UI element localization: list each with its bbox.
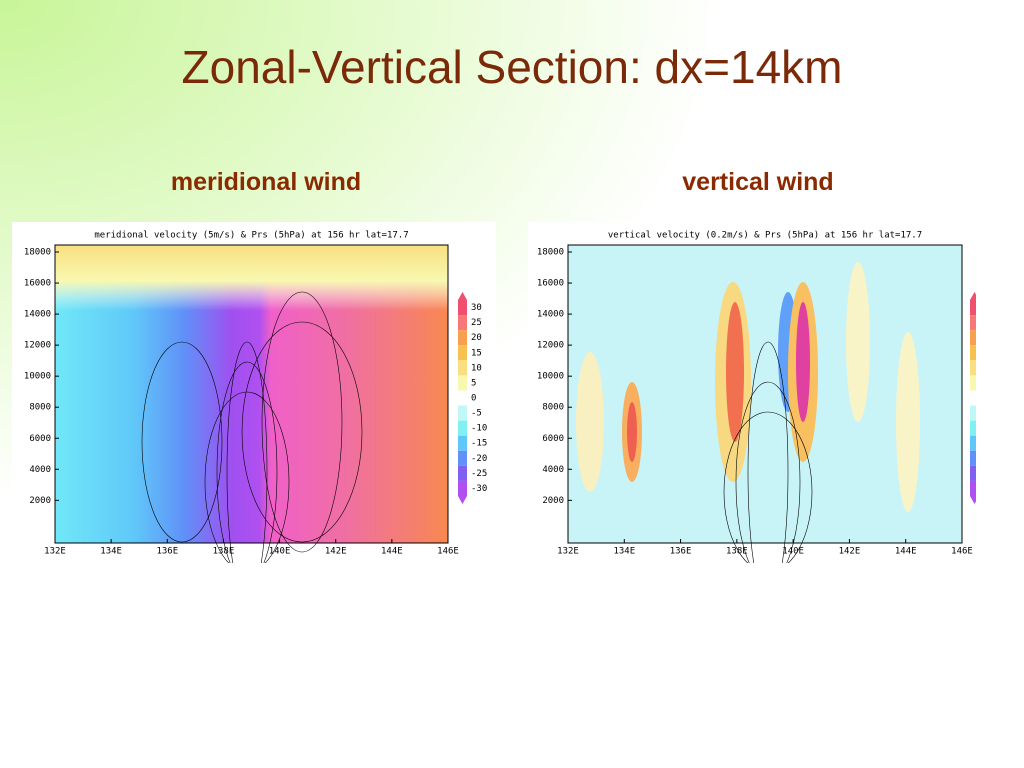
- contour-fill: [576, 262, 920, 512]
- colorbar-label: 15: [471, 348, 482, 358]
- colorbar-label: -15: [471, 439, 487, 449]
- colorbar-swatch: [458, 420, 467, 436]
- y-tick-label: 4000: [542, 465, 564, 475]
- x-tick-label: 146E: [951, 547, 973, 557]
- plot-frame: [54, 244, 449, 544]
- colorbar-label: 10: [471, 363, 482, 373]
- colorbar-swatch: [970, 315, 976, 331]
- colorbar-swatch: [970, 345, 976, 361]
- colorbar-swatch: [970, 405, 976, 421]
- x-tick-label: 138E: [726, 547, 748, 557]
- x-tick-label: 142E: [839, 547, 861, 557]
- y-tick-label: 14000: [24, 310, 51, 320]
- colorbar-label: 20: [471, 333, 482, 343]
- colorbar-swatch: [458, 405, 467, 421]
- colorbar-swatch: [458, 450, 467, 466]
- y-tick-label: 6000: [542, 434, 564, 444]
- y-tick-label: 8000: [542, 403, 564, 413]
- colorbar-swatch: [458, 390, 467, 406]
- colorbar-swatch: [970, 360, 976, 376]
- colorbar-swatch: [458, 300, 467, 316]
- colorbar-tip: [970, 292, 976, 300]
- x-tick-label: 134E: [100, 547, 122, 557]
- x-tick-label: 146E: [437, 547, 459, 557]
- colorbar-swatch: [458, 435, 467, 451]
- colorbar-label: 0: [471, 394, 476, 404]
- colorbar-label: -5: [471, 409, 482, 419]
- colorbar-swatch: [970, 375, 976, 391]
- colorbar-swatch: [970, 480, 976, 496]
- y-tick-label: 2000: [29, 496, 51, 506]
- x-tick-label: 134E: [613, 547, 635, 557]
- colorbar-label: 5: [471, 378, 476, 388]
- y-tick-label: 14000: [537, 310, 564, 320]
- contour-lines: [723, 341, 813, 563]
- contour-fill: [55, 245, 448, 543]
- slide-title: Zonal-Vertical Section: dx=14km: [181, 41, 843, 93]
- colorbar-swatch: [458, 345, 467, 361]
- y-tick-label: 8000: [29, 403, 51, 413]
- colorbar-swatch: [458, 330, 467, 346]
- colorbar-tip: [458, 496, 467, 504]
- panel-heading: vertical wind: [682, 168, 834, 196]
- colorbar-swatch: [458, 315, 467, 331]
- x-tick-label: 138E: [213, 547, 235, 557]
- plot-image: vertical velocity (0.2m/s) & Prs (5hPa) …: [528, 222, 976, 563]
- x-tick-label: 140E: [269, 547, 291, 557]
- colorbar-swatch: [970, 450, 976, 466]
- colorbar-swatch: [970, 465, 976, 481]
- y-tick-label: 18000: [24, 248, 51, 258]
- plot-title: vertical velocity (0.2m/s) & Prs (5hPa) …: [608, 231, 922, 241]
- colorbar-swatch: [970, 435, 976, 451]
- x-tick-label: 132E: [44, 547, 66, 557]
- colorbar-label: 25: [471, 318, 482, 328]
- y-tick-label: 12000: [537, 341, 564, 351]
- colorbar-swatch: [970, 330, 976, 346]
- colorbar-swatch: [970, 300, 976, 316]
- colorbar-swatch: [458, 360, 467, 376]
- x-tick-label: 140E: [782, 547, 804, 557]
- colorbar-swatch: [458, 375, 467, 391]
- y-tick-label: 10000: [537, 372, 564, 382]
- colorbar-swatch: [970, 420, 976, 436]
- y-tick-label: 4000: [29, 465, 51, 475]
- colorbar-tip: [458, 292, 467, 300]
- contour-lines: [141, 291, 363, 563]
- plot-title: meridional velocity (5m/s) & Prs (5hPa) …: [94, 231, 408, 241]
- colorbar-label: -30: [471, 484, 487, 494]
- y-tick-label: 16000: [24, 279, 51, 289]
- panel-heading: meridional wind: [170, 168, 362, 196]
- colorbar-label: -25: [471, 469, 487, 479]
- colorbar-label: 30: [471, 303, 482, 313]
- colorbar-swatch: [970, 390, 976, 406]
- y-tick-label: 16000: [537, 279, 564, 289]
- x-tick-label: 136E: [670, 547, 692, 557]
- x-tick-label: 142E: [325, 547, 347, 557]
- y-tick-label: 10000: [24, 372, 51, 382]
- colorbar-label: -20: [471, 454, 487, 464]
- colorbar-swatch: [458, 480, 467, 496]
- x-tick-label: 144E: [381, 547, 403, 557]
- colorbar-tip: [970, 496, 976, 504]
- x-tick-label: 136E: [156, 547, 178, 557]
- plot-image: meridional velocity (5m/s) & Prs (5hPa) …: [12, 222, 496, 563]
- x-tick-label: 132E: [557, 547, 579, 557]
- colorbar-label: -10: [471, 424, 487, 434]
- colorbar-swatch: [458, 465, 467, 481]
- x-tick-label: 144E: [895, 547, 917, 557]
- y-tick-label: 12000: [24, 341, 51, 351]
- y-tick-label: 18000: [537, 248, 564, 258]
- y-tick-label: 6000: [29, 434, 51, 444]
- y-tick-label: 2000: [542, 496, 564, 506]
- plot-frame: [567, 244, 963, 544]
